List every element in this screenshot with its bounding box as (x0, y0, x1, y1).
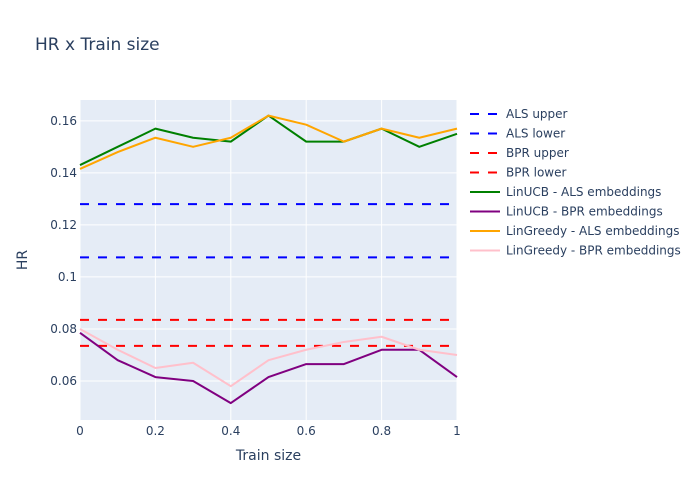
legend-label: LinUCB - ALS embeddings (506, 185, 661, 199)
legend-label: BPR upper (506, 146, 569, 160)
legend: ALS upper ALS lower BPR upper BPR lower LinU… (470, 107, 681, 258)
chart-title: HR x Train size (35, 35, 160, 55)
y-tick-label: 0.08 (50, 322, 77, 336)
x-tick-label: 0.6 (297, 424, 316, 438)
plot-background (80, 100, 457, 420)
x-axis-title: Train size (235, 448, 301, 464)
y-axis-title: HR (15, 250, 31, 271)
y-tick-label: 0.12 (50, 218, 77, 232)
legend-label: LinUCB - BPR embeddings (506, 205, 663, 219)
series-line-7 (79, 114, 458, 170)
y-axis-ticks: 0.06 0.08 0.1 0.12 0.14 0.16 (50, 114, 77, 388)
legend-label: ALS upper (506, 107, 568, 121)
plot-area (79, 100, 458, 420)
legend-label: LinGreedy - ALS embeddings (506, 224, 679, 238)
x-tick-label: 0 (76, 424, 84, 438)
x-tick-label: 0.2 (146, 424, 165, 438)
series-line-8 (79, 328, 458, 388)
y-tick-label: 0.16 (50, 114, 77, 128)
series-line-6 (79, 332, 458, 405)
legend-label: LinGreedy - BPR embeddings (506, 244, 681, 258)
x-tick-label: 0.8 (372, 424, 391, 438)
x-tick-label: 0.4 (221, 424, 240, 438)
legend-label: ALS lower (506, 127, 565, 141)
y-tick-label: 0.14 (50, 166, 77, 180)
y-tick-label: 0.1 (58, 270, 77, 284)
y-tick-label: 0.06 (50, 374, 77, 388)
series-lines (79, 114, 458, 405)
x-axis-ticks: 0 0.2 0.4 0.6 0.8 1 (76, 424, 461, 438)
x-tick-label: 1 (453, 424, 461, 438)
legend-label: BPR lower (506, 166, 566, 180)
